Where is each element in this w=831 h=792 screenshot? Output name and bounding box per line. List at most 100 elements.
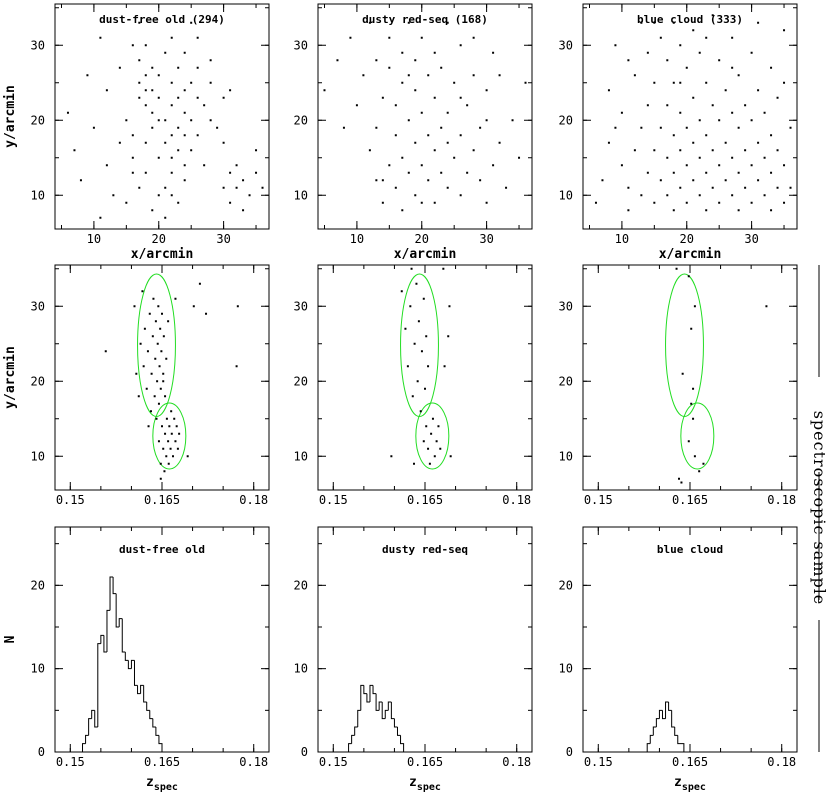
data-point — [323, 89, 326, 92]
y-tick-label: 10 — [559, 449, 573, 463]
data-point — [472, 74, 475, 77]
data-point — [677, 477, 680, 480]
histogram-outline — [646, 701, 685, 752]
x-tick-label: 0.15 — [319, 493, 348, 507]
data-point — [427, 74, 430, 77]
data-point — [439, 447, 442, 450]
x-tick-label: 0.15 — [584, 755, 613, 769]
panel-frame — [582, 264, 798, 491]
data-point — [614, 126, 617, 129]
data-point — [242, 209, 245, 212]
x-axis-label: zspec — [409, 775, 441, 792]
y-tick-label: 30 — [294, 38, 308, 52]
data-point — [159, 387, 162, 390]
data-point — [164, 216, 167, 219]
data-point — [672, 171, 675, 174]
panel-frame — [317, 526, 533, 753]
data-point — [511, 119, 514, 122]
data-point — [205, 312, 208, 315]
data-point — [442, 267, 445, 270]
y-tick-label: 20 — [31, 374, 45, 388]
data-point — [177, 126, 180, 129]
data-point — [640, 21, 643, 24]
data-point — [718, 164, 721, 167]
x-tick-label: 20 — [680, 232, 694, 246]
data-point — [174, 440, 177, 443]
panel-row1-col3: 10 20 30 10 20 30 blue cloud (333) x/arcmin — [559, 3, 798, 262]
data-point — [164, 395, 167, 398]
x-tick-label: 0.165 — [672, 755, 708, 769]
data-point — [151, 89, 154, 92]
data-point — [415, 282, 418, 285]
data-point — [222, 96, 225, 99]
data-point — [680, 481, 683, 484]
data-point — [157, 305, 160, 308]
x-label-sub: spec — [682, 782, 706, 792]
x-tick-label: 0.165 — [144, 755, 180, 769]
data-point — [479, 179, 482, 182]
data-point — [750, 119, 753, 122]
data-point — [524, 81, 527, 84]
x-label-main: z — [674, 775, 682, 790]
x-tick-label: 20 — [415, 232, 429, 246]
data-point — [422, 440, 425, 443]
data-point — [672, 134, 675, 137]
data-point — [164, 141, 167, 144]
y-tick-label: 10 — [294, 188, 308, 202]
data-point — [633, 74, 636, 77]
data-point — [144, 171, 147, 174]
data-point — [157, 156, 160, 159]
data-point — [196, 96, 199, 99]
data-point — [679, 149, 682, 152]
data-point — [666, 156, 669, 159]
data-point — [685, 66, 688, 69]
data-point — [235, 164, 238, 167]
data-point — [118, 141, 121, 144]
data-point — [446, 111, 449, 114]
x-axis-label: zspec — [674, 775, 706, 792]
data-point — [158, 365, 161, 368]
data-point — [144, 44, 147, 47]
data-point — [388, 66, 391, 69]
data-point — [407, 171, 410, 174]
data-point — [498, 141, 501, 144]
data-point — [750, 164, 753, 167]
y-tick-label: 10 — [559, 662, 573, 676]
data-point — [154, 357, 157, 360]
data-point — [236, 305, 239, 308]
data-point — [400, 290, 403, 293]
data-point — [196, 134, 199, 137]
selection-ellipse — [152, 402, 187, 470]
data-point — [142, 365, 145, 368]
data-point — [453, 156, 456, 159]
data-point — [137, 395, 140, 398]
data-point — [737, 209, 740, 212]
data-point — [705, 171, 708, 174]
data-point — [164, 186, 167, 189]
x-tick-label: 10 — [87, 232, 101, 246]
data-point — [422, 297, 425, 300]
y-tick-label: 20 — [31, 113, 45, 127]
data-point — [620, 111, 623, 114]
data-point — [731, 66, 734, 69]
x-tick-label: 10 — [350, 232, 364, 246]
data-point — [99, 36, 102, 39]
data-point — [222, 141, 225, 144]
data-point — [653, 201, 656, 204]
data-point — [427, 365, 430, 368]
data-point — [443, 365, 446, 368]
data-point — [105, 89, 108, 92]
data-point — [157, 74, 160, 77]
data-point — [138, 21, 141, 24]
data-point — [659, 36, 662, 39]
data-point — [336, 59, 339, 62]
data-point — [672, 209, 675, 212]
data-point — [92, 126, 95, 129]
data-point — [687, 275, 690, 278]
data-point — [375, 59, 378, 62]
data-point — [165, 357, 168, 360]
data-point — [627, 209, 630, 212]
data-point — [420, 36, 423, 39]
